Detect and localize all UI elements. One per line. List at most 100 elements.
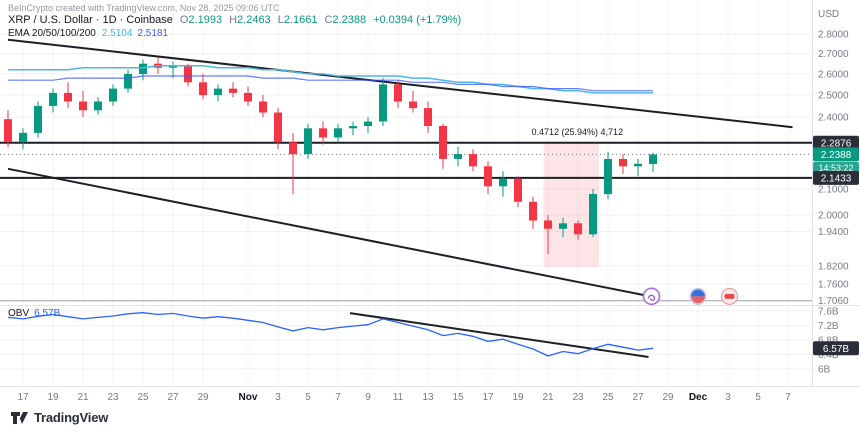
price-tick-label: 2.8000 [818,30,849,41]
trendline-2[interactable] [7,167,651,298]
open-value: 2.1993 [188,14,223,26]
price-tick-label: 2.7000 [818,49,849,60]
time-tick-label: 21 [77,392,89,403]
svg-text:2.2388: 2.2388 [821,150,852,161]
candle [139,59,147,81]
ema-value-2: 2.5181 [137,28,169,39]
time-tick-label: 9 [365,392,371,403]
svg-text:2.1433: 2.1433 [821,173,852,184]
svg-text:6.57B: 6.57B [823,344,849,355]
candle [409,90,417,113]
svg-text:2.2876: 2.2876 [821,138,852,149]
month-tick-label: Nov [239,392,258,403]
price-tick-label: 1.9400 [818,227,849,238]
candle [199,73,207,100]
price-tick-label: 2.1000 [818,184,849,195]
emoji-sticker-3-icon[interactable] [721,287,738,305]
candle [169,61,177,79]
obv-tick-label: 7.6B [818,306,839,317]
candle [214,84,222,102]
candle [439,123,447,169]
symbol-legend[interactable]: XRP / U.S. Dollar · 1D · Coinbase O2.1993… [8,14,461,26]
time-tick-label: 19 [512,392,524,403]
price-tick-label: 1.8200 [818,261,849,272]
bar-countdown: 14:53:22 [818,163,853,173]
time-tick-label: 13 [422,392,434,403]
candle [94,97,102,115]
candle [64,82,72,109]
axis-badge-obv-value: 6.57B [813,341,859,356]
attribution-text: BeInCrypto created with TradingView.com,… [8,3,280,13]
candle [379,78,387,126]
obv-tick-label: 6.8B [818,335,839,346]
trendline-3[interactable] [349,312,649,358]
obv-tick-label: 6.4B [818,350,839,361]
obv-label: OBV [8,308,30,319]
currency-label: USD [818,9,839,20]
time-tick-label: 3 [275,392,281,403]
measurement-label: 0.4712 (25.94%) 4,712 [532,127,624,137]
candle [109,84,117,106]
time-tick-label: 27 [167,392,179,403]
obv-tick-label: 6B [818,364,831,375]
candle [469,149,477,172]
close-value: 2.2388 [332,14,367,26]
candle [319,121,327,145]
time-axis[interactable]: 17 19 21 23 25 27 29 Nov 3 5 7 9 11 13 15 17 19 21 23 25 27 2… [17,392,791,403]
price-tick-label: 2.4000 [818,113,849,124]
candle [304,123,312,159]
price-axis[interactable]: USD2.80002.70002.60002.50002.40002.10002… [818,9,849,375]
high-label: H [229,14,238,26]
time-tick-label: 7 [335,392,341,403]
candle [649,152,657,173]
price-tick-label: 2.6000 [818,69,849,80]
candle [454,147,462,167]
candle [484,161,492,194]
candle [574,220,582,240]
symbol-title: XRP / U.S. Dollar · 1D · Coinbase [8,14,173,26]
candle [364,117,372,133]
time-tick-label: 25 [602,392,614,403]
ema-line-slow [8,75,653,92]
time-tick-label: 29 [662,392,674,403]
trendline-1[interactable] [7,38,793,129]
candlestick-series [4,57,657,255]
high-value: 2.2463 [237,14,271,26]
change-value: +0.0394 (+1.79%) [373,14,462,26]
tradingview-logo[interactable]: TradingView [10,408,108,427]
candle [544,215,552,255]
candle [49,88,57,113]
time-tick-label: 23 [572,392,584,403]
obv-value: 6.57B [34,308,61,319]
candle [604,151,612,200]
time-tick-label: 21 [542,392,554,403]
time-tick-label: 7 [785,392,791,403]
time-tick-label: 11 [393,392,404,403]
candle [559,217,567,238]
emoji-sticker-1-icon[interactable] [642,287,661,306]
time-tick-label: 17 [17,392,29,403]
ema-value-1: 2.5104 [101,28,133,39]
time-tick-label: 25 [137,392,149,403]
price-tick-label: 1.7060 [818,296,849,307]
ema-legend[interactable]: EMA 20/50/100/200 2.5104 2.5181 [8,28,168,39]
time-tick-label: 5 [305,392,311,403]
candle [79,90,87,117]
candle [619,154,627,174]
time-tick-label: 19 [47,392,59,403]
tradingview-logo-icon [11,412,28,424]
price-tick-label: 2.5000 [818,91,849,102]
candle [634,159,642,177]
candle [424,101,432,133]
axis-badge-support: 2.1433 [813,170,859,185]
time-tick-label: 29 [197,392,209,403]
low-value: 2.1661 [283,14,318,26]
candle [274,108,282,150]
emoji-sticker-2-icon[interactable] [689,287,707,305]
gridlines [0,33,812,370]
obv-legend[interactable]: OBV 6.57B [8,308,60,319]
open-label: O [179,14,189,26]
candle [229,82,237,98]
candle [529,196,537,229]
